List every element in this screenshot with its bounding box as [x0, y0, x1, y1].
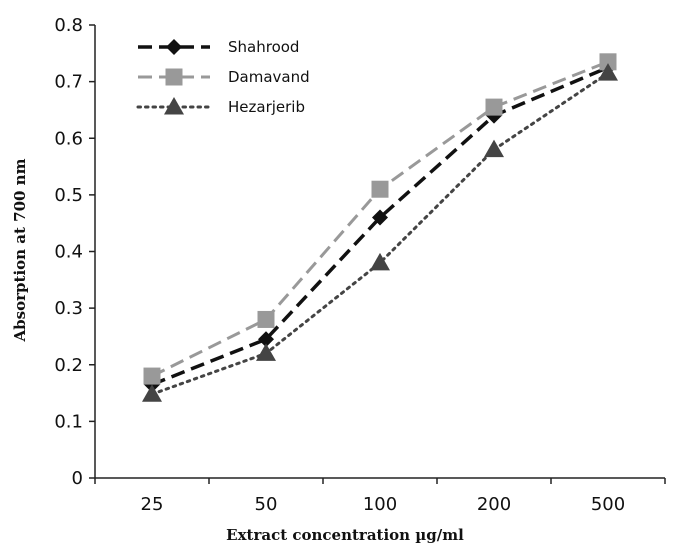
y-tick-label: 0.8: [54, 15, 83, 36]
series-hezarjerib: [142, 63, 618, 402]
data-point: [142, 384, 162, 402]
legend: Shahrood Damavand Hezarjerib: [136, 38, 310, 116]
y-tick-label: 0.7: [54, 72, 83, 93]
series-line: [151, 65, 609, 387]
axes: [94, 25, 665, 479]
series-damavand: [143, 53, 617, 385]
x-tick-label: 100: [363, 494, 397, 515]
data-point: [371, 180, 389, 198]
legend-item: Damavand: [138, 68, 310, 86]
legend-label: Shahrood: [228, 38, 299, 56]
series-group: [142, 53, 618, 402]
y-tick-label: 0.2: [54, 355, 83, 376]
y-ticks: 0 0.1 0.2 0.3 0.4 0.5 0.6 0.7 0.8: [54, 15, 95, 489]
series-shahrood: [144, 59, 616, 393]
data-point: [485, 98, 503, 116]
y-tick-label: 0.4: [54, 242, 83, 263]
data-point: [484, 139, 504, 158]
legend-label: Damavand: [228, 68, 310, 86]
data-point: [372, 209, 388, 226]
legend-marker: [164, 97, 184, 115]
data-point: [598, 63, 618, 81]
legend-marker: [166, 39, 182, 55]
y-tick-label: 0.1: [54, 411, 83, 432]
x-tick-label: 500: [591, 494, 625, 515]
y-tick-label: 0: [72, 468, 83, 489]
series-line: [150, 71, 610, 396]
y-tick-label: 0.3: [54, 298, 83, 319]
y-tick-label: 0.5: [54, 185, 83, 206]
x-ticks: 25 50 100 200 500: [94, 478, 666, 515]
data-point: [256, 343, 276, 361]
legend-item: Shahrood: [138, 38, 299, 56]
data-point: [370, 252, 390, 271]
x-axis-title: Extract concentration µg/ml: [226, 526, 464, 544]
y-tick-label: 0.6: [54, 128, 83, 149]
data-point: [599, 53, 617, 71]
y-axis-title: Absorption at 700 nm: [11, 158, 29, 342]
x-tick-label: 50: [255, 494, 278, 515]
legend-item: Hezarjerib: [136, 97, 305, 116]
data-point: [257, 310, 275, 328]
x-tick-label: 25: [141, 494, 164, 515]
x-tick-label: 200: [477, 494, 511, 515]
data-point: [143, 367, 161, 385]
data-point: [258, 331, 274, 348]
legend-marker: [165, 68, 183, 86]
legend-label: Hezarjerib: [228, 98, 305, 116]
